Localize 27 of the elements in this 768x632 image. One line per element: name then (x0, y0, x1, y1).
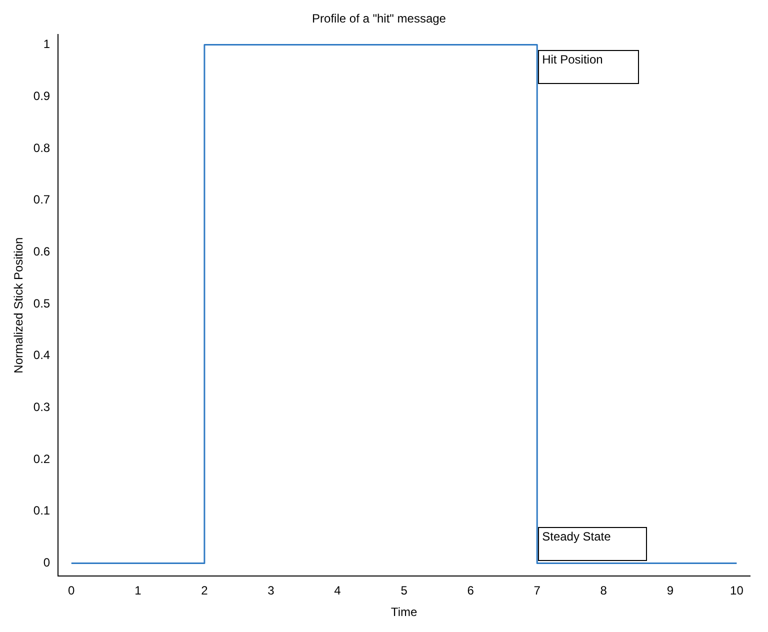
x-tick-label: 7 (534, 584, 541, 598)
y-tick-label: 0.5 (33, 296, 50, 310)
x-tick-label: 9 (666, 584, 674, 598)
x-tick-label: 8 (600, 584, 608, 598)
x-tick-label: 1 (134, 584, 142, 598)
y-tick-label: 0.6 (33, 244, 50, 258)
y-tick-label: 0.3 (33, 400, 50, 414)
x-tick-label: 10 (730, 584, 744, 598)
y-tick-label: 0.4 (33, 348, 50, 362)
y-tick-label: 0.8 (33, 140, 50, 155)
chart-title: Profile of a "hit" message (312, 12, 446, 26)
y-axis-title: Normalized Stick Position (12, 237, 26, 374)
y-tick-label: 0.7 (33, 192, 50, 207)
x-tick-label: 3 (268, 584, 275, 598)
annotation: Steady State (542, 529, 612, 544)
x-tick-label: 0 (68, 584, 76, 598)
y-tick-label: 0.9 (33, 88, 50, 103)
x-axis-title: Time (390, 605, 418, 620)
x-tick-label: 2 (201, 584, 208, 598)
y-tick-label: 0 (43, 556, 50, 570)
x-tick-label: 5 (400, 584, 408, 598)
x-tick-label: 6 (467, 584, 474, 598)
annotation: Hit Position (542, 52, 603, 66)
y-tick-label: 0.2 (33, 452, 50, 466)
y-tick-label: 1 (43, 37, 50, 52)
y-tick-label: 0.1 (33, 504, 50, 518)
x-tick-label: 4 (334, 584, 342, 598)
